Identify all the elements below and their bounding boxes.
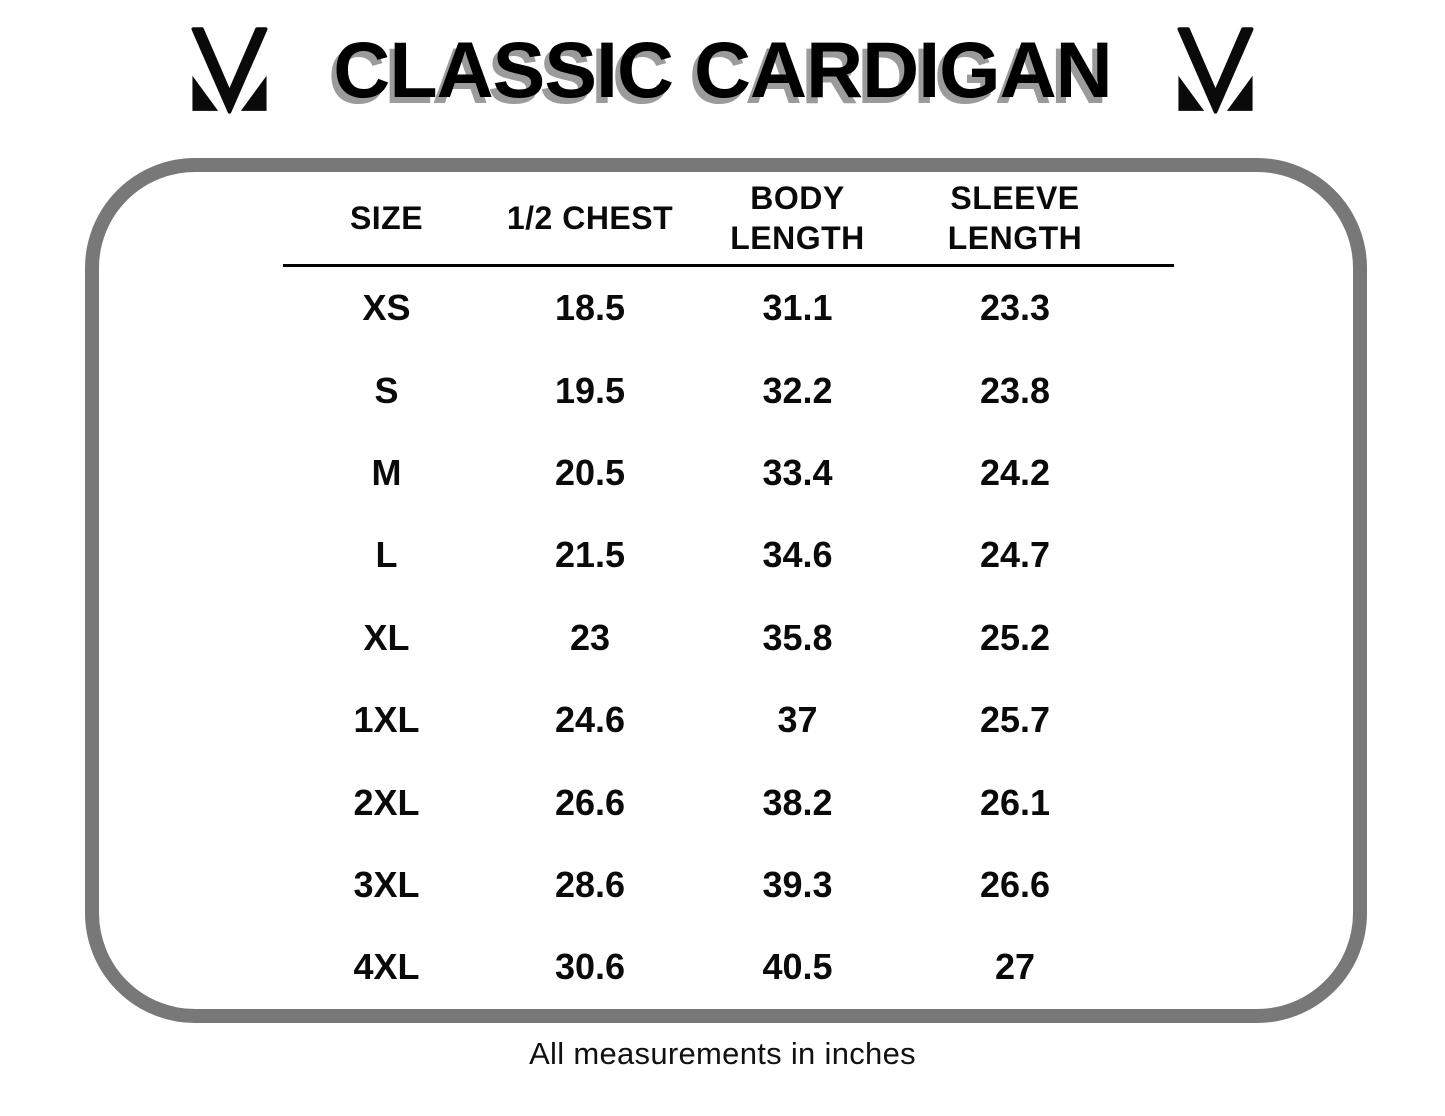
- size-cell: 4XL: [353, 946, 420, 988]
- column-header-body-length: BODY LENGTH: [730, 180, 865, 256]
- sleeve-length-cell: 24.7: [979, 534, 1051, 576]
- table-row: 1XL 24.6 37 25.7: [283, 679, 1125, 761]
- body-length-cell: 39.3: [762, 863, 833, 905]
- size-cell: L: [375, 534, 398, 576]
- sleeve-length-cell: 26.1: [979, 781, 1051, 823]
- half-chest-cell: 30.6: [554, 946, 626, 988]
- size-table: SIZE 1/2 CHEST BODY LENGTH SLEEVE LENGTH…: [283, 172, 1174, 1009]
- table-header-row: SIZE 1/2 CHEST BODY LENGTH SLEEVE LENGTH: [283, 172, 1125, 264]
- half-chest-cell: 19.5: [554, 369, 626, 411]
- half-chest-cell: 18.5: [554, 287, 626, 329]
- half-chest-cell: 20.5: [554, 451, 626, 493]
- body-length-cell: 35.8: [762, 616, 833, 658]
- body-length-cell: 32.2: [762, 369, 833, 411]
- table-row: XL 23 35.8 25.2: [283, 597, 1125, 679]
- table-row: XS 18.5 31.1 23.3: [283, 267, 1125, 349]
- sleeve-length-cell: 25.2: [979, 616, 1051, 658]
- half-chest-cell: 28.6: [554, 863, 626, 905]
- sleeve-length-cell: 24.2: [979, 451, 1051, 493]
- body-length-cell: 40.5: [762, 946, 833, 988]
- size-chart-panel: [85, 158, 1367, 1023]
- table-body: XS 18.5 31.1 23.3 S 19.5 32.2 23.8 M 20.…: [283, 267, 1174, 1009]
- table-row: 2XL 26.6 38.2 26.1: [283, 761, 1125, 843]
- sleeve-length-cell: 27: [994, 946, 1036, 988]
- size-cell: S: [374, 369, 399, 411]
- body-length-cell: 37: [777, 699, 818, 741]
- column-header-half-chest: 1/2 CHEST: [506, 200, 674, 236]
- size-cell: XS: [362, 287, 411, 329]
- column-header-size: SIZE: [349, 200, 424, 236]
- size-cell: 1XL: [353, 699, 420, 741]
- header-divider-line: [283, 264, 1174, 267]
- brand-monogram-logo-right-icon: [1168, 26, 1263, 114]
- size-cell: M: [371, 451, 402, 493]
- table-row: L 21.5 34.6 24.7: [283, 514, 1125, 596]
- page-header: CLASSIC CARDIGAN: [0, 24, 1445, 116]
- body-length-cell: 38.2: [762, 781, 833, 823]
- size-cell: 2XL: [353, 781, 420, 823]
- sleeve-length-cell: 23.8: [979, 369, 1051, 411]
- table-row: S 19.5 32.2 23.8: [283, 349, 1125, 431]
- measurements-footnote: All measurements in inches: [529, 1036, 916, 1071]
- column-header-sleeve-length: SLEEVE LENGTH: [947, 180, 1083, 256]
- half-chest-cell: 26.6: [554, 781, 626, 823]
- half-chest-cell: 24.6: [554, 699, 626, 741]
- sleeve-length-cell: 25.7: [979, 699, 1051, 741]
- half-chest-cell: 23: [569, 616, 611, 658]
- size-cell: XL: [363, 616, 410, 658]
- half-chest-cell: 21.5: [554, 534, 626, 576]
- table-row: 4XL 30.6 40.5 27: [283, 926, 1125, 1008]
- body-length-cell: 34.6: [762, 534, 833, 576]
- brand-monogram-logo-left-icon: [182, 26, 277, 114]
- body-length-cell: 31.1: [762, 287, 833, 329]
- size-cell: 3XL: [353, 863, 420, 905]
- page-title: CLASSIC CARDIGAN: [333, 25, 1112, 114]
- body-length-cell: 33.4: [762, 451, 833, 493]
- sleeve-length-cell: 26.6: [979, 863, 1051, 905]
- table-row: M 20.5 33.4 24.2: [283, 432, 1125, 514]
- sleeve-length-cell: 23.3: [979, 287, 1051, 329]
- table-row: 3XL 28.6 39.3 26.6: [283, 844, 1125, 926]
